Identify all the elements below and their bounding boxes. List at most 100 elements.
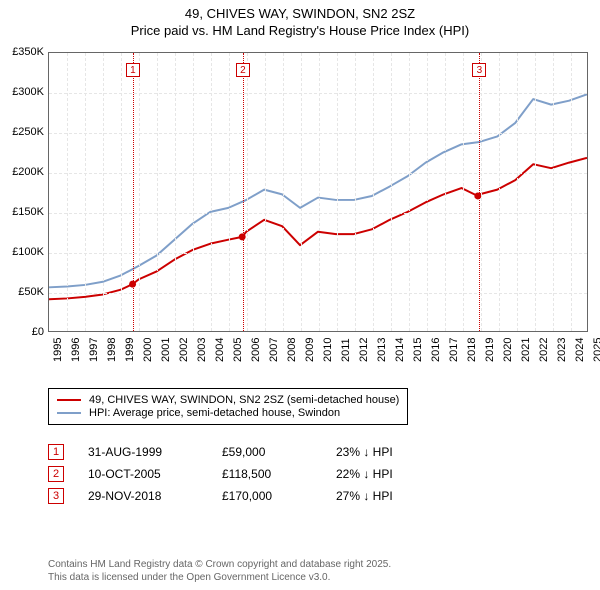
y-tick-label: £200K (12, 166, 44, 178)
x-gridline (67, 53, 68, 331)
y-tick-label: £350K (12, 46, 44, 58)
legend-label: HPI: Average price, semi-detached house,… (89, 407, 340, 419)
x-gridline (481, 53, 482, 331)
sale-marker-box: 2 (236, 63, 250, 77)
sales-row-price: £59,000 (222, 445, 312, 459)
x-gridline (121, 53, 122, 331)
x-gridline (283, 53, 284, 331)
x-tick-label: 2008 (286, 338, 298, 362)
x-gridline (373, 53, 374, 331)
x-gridline (301, 53, 302, 331)
legend: 49, CHIVES WAY, SWINDON, SN2 2SZ (semi-d… (48, 388, 408, 425)
x-tick-label: 2022 (538, 338, 550, 362)
legend-label: 49, CHIVES WAY, SWINDON, SN2 2SZ (semi-d… (89, 394, 399, 406)
y-gridline (49, 133, 587, 134)
x-gridline (265, 53, 266, 331)
title-line2: Price paid vs. HM Land Registry's House … (8, 23, 592, 38)
sale-marker-line (133, 53, 134, 331)
x-tick-label: 2024 (574, 338, 586, 362)
x-tick-label: 2020 (502, 338, 514, 362)
sales-row: 329-NOV-2018£170,00027% ↓ HPI (48, 488, 426, 504)
y-tick-label: £300K (12, 86, 44, 98)
x-tick-label: 2006 (250, 338, 262, 362)
x-tick-label: 2025 (592, 338, 600, 362)
legend-swatch (57, 399, 81, 401)
footer-line1: Contains HM Land Registry data © Crown c… (48, 558, 592, 571)
sales-row-date: 10-OCT-2005 (88, 467, 198, 481)
sales-row: 2 10-OCT-2005 £118,500 22% ↓ HPI (48, 466, 426, 482)
sales-row-price: £170,000 (222, 489, 312, 503)
x-gridline (211, 53, 212, 331)
x-gridline (247, 53, 248, 331)
legend-swatch (57, 412, 81, 414)
x-gridline (553, 53, 554, 331)
y-axis: £0£50K£100K£150K£200K£250K£300K£350K (8, 52, 46, 332)
x-gridline (229, 53, 230, 331)
sales-row-diff: 23% ↓ HPI (336, 445, 426, 459)
legend-item: HPI: Average price, semi-detached house,… (57, 407, 399, 419)
x-tick-label: 2010 (322, 338, 334, 362)
x-tick-label: 1996 (70, 338, 82, 362)
x-axis: 1995 1996 1997 1998 1999 2000 2001 2002 2003 2004… (48, 334, 588, 360)
y-gridline (49, 173, 587, 174)
x-gridline (427, 53, 428, 331)
x-tick-label: 2004 (214, 338, 226, 362)
sale-marker-line (479, 53, 480, 331)
x-tick-label: 2000 (142, 338, 154, 362)
x-tick-label: 2021 (520, 338, 532, 362)
sale-marker-box: 1 (126, 63, 140, 77)
x-tick-label: 2018 (466, 338, 478, 362)
x-tick-label: 2014 (394, 338, 406, 362)
footer: Contains HM Land Registry data © Crown c… (48, 558, 592, 584)
y-tick-label: £150K (12, 206, 44, 218)
plot-area: 123 (48, 52, 588, 332)
x-gridline (139, 53, 140, 331)
x-tick-label: 2007 (268, 338, 280, 362)
y-gridline (49, 293, 587, 294)
x-tick-label: 1997 (88, 338, 100, 362)
y-tick-label: £250K (12, 126, 44, 138)
x-tick-label: 2003 (196, 338, 208, 362)
sales-row-diff: 22% ↓ HPI (336, 467, 426, 481)
x-gridline (445, 53, 446, 331)
sales-row-index-box: 2 (48, 466, 64, 482)
x-gridline (517, 53, 518, 331)
x-tick-label: 2012 (358, 338, 370, 362)
x-tick-label: 2015 (412, 338, 424, 362)
x-gridline (85, 53, 86, 331)
x-gridline (535, 53, 536, 331)
y-gridline (49, 253, 587, 254)
y-gridline (49, 213, 587, 214)
x-gridline (319, 53, 320, 331)
x-tick-label: 1998 (106, 338, 118, 362)
series-hpi (49, 94, 587, 287)
x-tick-label: 2002 (178, 338, 190, 362)
x-tick-label: 2013 (376, 338, 388, 362)
footer-line2: This data is licensed under the Open Gov… (48, 571, 592, 584)
x-tick-label: 1995 (52, 338, 64, 362)
chart-title-block: 49, CHIVES WAY, SWINDON, SN2 2SZ Price p… (0, 0, 600, 42)
x-tick-label: 2009 (304, 338, 316, 362)
sales-row-index-box: 3 (48, 488, 64, 504)
sales-row-price: £118,500 (222, 467, 312, 481)
sales-table: 131-AUG-1999£59,00023% ↓ HPI210-OCT-2005… (48, 438, 426, 510)
x-gridline (103, 53, 104, 331)
x-gridline (157, 53, 158, 331)
x-tick-label: 2001 (160, 338, 172, 362)
legend-item: 49, CHIVES WAY, SWINDON, SN2 2SZ (semi-d… (57, 394, 399, 406)
x-gridline (355, 53, 356, 331)
sales-row-date: 31-AUG-1999 (88, 445, 198, 459)
sale-marker-line (243, 53, 244, 331)
x-tick-label: 2016 (430, 338, 442, 362)
y-tick-label: £100K (12, 246, 44, 258)
x-gridline (175, 53, 176, 331)
x-gridline (571, 53, 572, 331)
x-tick-label: 1999 (124, 338, 136, 362)
y-tick-label: £50K (18, 286, 44, 298)
line-layer (49, 53, 587, 331)
x-gridline (409, 53, 410, 331)
y-tick-label: £0 (32, 326, 44, 338)
x-gridline (193, 53, 194, 331)
sales-row: 131-AUG-1999£59,00023% ↓ HPI (48, 444, 426, 460)
y-gridline (49, 93, 587, 94)
